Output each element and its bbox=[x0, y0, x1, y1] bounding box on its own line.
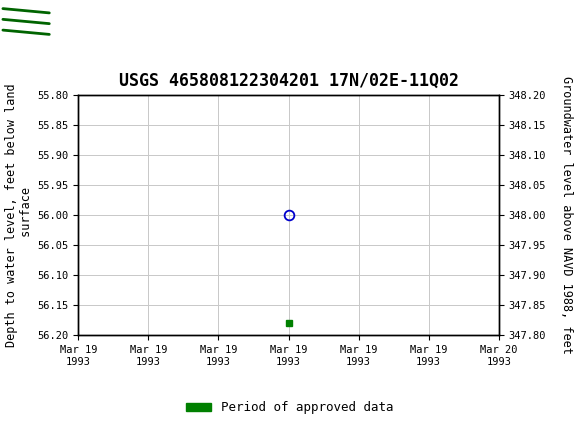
Text: USGS: USGS bbox=[58, 12, 122, 31]
Legend: Period of approved data: Period of approved data bbox=[181, 396, 399, 419]
FancyBboxPatch shape bbox=[0, 0, 52, 43]
Title: USGS 465808122304201 17N/02E-11Q02: USGS 465808122304201 17N/02E-11Q02 bbox=[118, 72, 459, 90]
Y-axis label: Depth to water level, feet below land
 surface: Depth to water level, feet below land su… bbox=[5, 83, 33, 347]
Y-axis label: Groundwater level above NAVD 1988, feet: Groundwater level above NAVD 1988, feet bbox=[560, 76, 573, 354]
